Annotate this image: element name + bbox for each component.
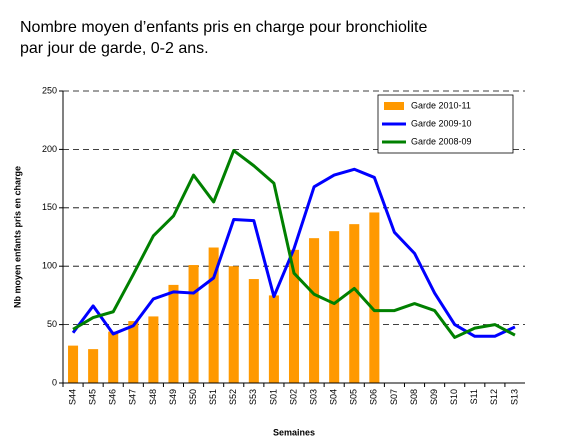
y-axis-label: Nb moyen enfants pris en charge <box>12 166 22 308</box>
x-tick-label: S44 <box>67 389 77 405</box>
bar <box>168 284 179 383</box>
bar <box>228 266 239 383</box>
x-tick-label: S49 <box>168 389 178 405</box>
bar <box>248 279 259 383</box>
y-tick-label: 250 <box>42 85 57 95</box>
bar <box>349 224 360 383</box>
x-tick-label: S02 <box>288 389 298 405</box>
bar <box>148 316 159 383</box>
line <box>72 149 516 339</box>
y-tick-label: 100 <box>42 261 57 271</box>
x-tick-label: S03 <box>308 389 318 405</box>
bar <box>288 249 300 383</box>
x-tick-label: S13 <box>509 389 519 405</box>
bar <box>309 238 320 383</box>
x-tick-label: S08 <box>409 389 419 405</box>
x-tick-label: S04 <box>329 389 339 405</box>
bar <box>128 321 139 383</box>
y-tick-label: 200 <box>42 144 57 154</box>
x-tick-label: S50 <box>188 389 198 405</box>
x-tick-label: S01 <box>268 389 278 405</box>
bar <box>208 247 219 383</box>
y-tick-label: 150 <box>42 202 57 212</box>
chart-title: Nombre moyen d’enfants pris en charge po… <box>20 19 427 36</box>
y-tick-label: 50 <box>47 319 57 329</box>
x-axis-label: Semaines <box>273 427 315 437</box>
legend-label: Garde 2010-11 <box>411 100 471 110</box>
x-tick-label: S51 <box>208 389 218 405</box>
bar <box>88 349 99 383</box>
x-tick-label: S10 <box>449 389 459 405</box>
legend-swatch <box>384 102 404 110</box>
x-tick-label: S53 <box>248 389 258 405</box>
bar <box>68 345 79 383</box>
y-tick-label: 0 <box>52 377 57 387</box>
bar <box>369 212 380 383</box>
bar <box>188 265 199 383</box>
x-tick-label: S09 <box>429 389 439 405</box>
x-tick-label: S05 <box>349 389 359 405</box>
line <box>71 167 516 338</box>
x-tick-label: S46 <box>108 389 118 405</box>
legend-label: Garde 2008-09 <box>411 136 472 146</box>
x-tick-label: S12 <box>489 389 499 405</box>
legend-label: Garde 2009-10 <box>411 118 472 128</box>
bar <box>108 331 119 383</box>
x-tick-label: S07 <box>389 389 399 405</box>
bar <box>329 231 340 383</box>
x-tick-label: S47 <box>128 389 138 405</box>
x-tick-label: S06 <box>369 389 379 405</box>
x-tick-label: S52 <box>228 389 238 405</box>
chart-subtitle: par jour de garde, 0-2 ans. <box>20 40 209 57</box>
x-tick-label: S45 <box>88 389 98 405</box>
bar <box>268 295 279 383</box>
x-tick-label: S11 <box>469 389 479 404</box>
x-tick-label: S48 <box>148 389 158 405</box>
